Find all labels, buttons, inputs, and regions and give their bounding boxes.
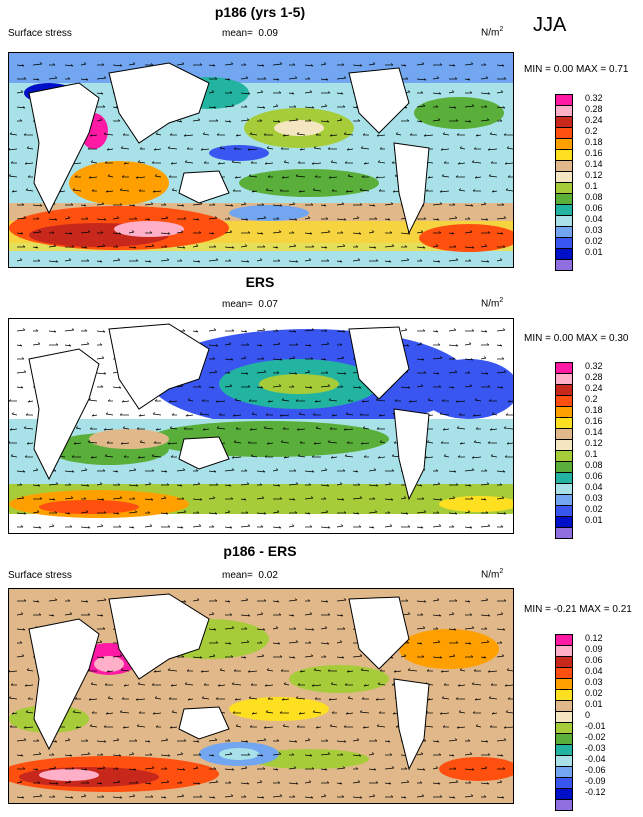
- panel-2-mean: mean= 0.07: [222, 299, 278, 310]
- legend-1-label-8: 0.1: [585, 181, 598, 191]
- legend-2-label-7: 0.12: [585, 438, 603, 448]
- legend-1-label-14: 0.01: [585, 247, 603, 257]
- legend-3-label-0: 0.12: [585, 633, 603, 643]
- legend-1-label-1: 0.28: [585, 104, 603, 114]
- legend-2-label-14: 0.01: [585, 515, 603, 525]
- legend-2-label-9: 0.08: [585, 460, 603, 470]
- legend-1-label-7: 0.12: [585, 170, 603, 180]
- panel-2-map: [8, 318, 514, 534]
- legend-3-label-14: -0.12: [585, 787, 606, 797]
- panel-3-units: N/m2: [481, 568, 504, 581]
- legend-2-label-11: 0.04: [585, 482, 603, 492]
- vector-arrows: [9, 598, 513, 799]
- legend-1-label-10: 0.06: [585, 203, 603, 213]
- legend-1-swatch-15: [555, 259, 573, 271]
- panel-2-title: ERS: [245, 274, 275, 290]
- legend-3-label-7: 0: [585, 710, 591, 720]
- legend-2-label-13: 0.02: [585, 504, 603, 514]
- legend-1-label-3: 0.2: [585, 126, 598, 136]
- panel-1-map-svg: [9, 53, 513, 267]
- legend-3-swatch-15: [555, 799, 573, 811]
- legend-2-label-8: 0.1: [585, 449, 598, 459]
- legend-3-label-11: -0.04: [585, 754, 606, 764]
- legend-2-label-3: 0.2: [585, 394, 598, 404]
- panel-3-map: [8, 588, 514, 804]
- legend-1-label-11: 0.04: [585, 214, 603, 224]
- panel-2-minmax: MIN = 0.00 MAX = 0.30: [524, 333, 629, 344]
- legend-1-label-2: 0.24: [585, 115, 603, 125]
- panel-1-units: N/m2: [481, 26, 504, 39]
- legend-2-swatch-15: [555, 527, 573, 539]
- legend-1-label-6: 0.14: [585, 159, 603, 169]
- panel-3-field-label: Surface stress: [8, 570, 72, 581]
- panel-3-title: p186 - ERS: [223, 543, 297, 559]
- panel-1-minmax: MIN = 0.00 MAX = 0.71: [524, 64, 629, 75]
- legend-2-label-10: 0.06: [585, 471, 603, 481]
- legend-3-label-2: 0.06: [585, 655, 603, 665]
- legend-3-label-5: 0.02: [585, 688, 603, 698]
- legend-1-label-12: 0.03: [585, 225, 603, 235]
- legend-2-label-6: 0.14: [585, 427, 603, 437]
- legend-2-label-2: 0.24: [585, 383, 603, 393]
- legend-1-label-13: 0.02: [585, 236, 603, 246]
- panel-3-mean: mean= 0.02: [222, 570, 278, 581]
- legend-1-label-4: 0.18: [585, 137, 603, 147]
- legend-2-label-0: 0.32: [585, 361, 603, 371]
- legend-2-label-4: 0.18: [585, 405, 603, 415]
- legend-3-label-9: -0.02: [585, 732, 606, 742]
- legend-1-label-5: 0.16: [585, 148, 603, 158]
- legend-3-label-13: -0.09: [585, 776, 606, 786]
- panel-1-field-label: Surface stress: [8, 28, 72, 39]
- legend-3-label-8: -0.01: [585, 721, 606, 731]
- legend-3-label-12: -0.06: [585, 765, 606, 775]
- legend-1-label-9: 0.08: [585, 192, 603, 202]
- panel-3-map-svg: [9, 589, 513, 803]
- legend-3-label-10: -0.03: [585, 743, 606, 753]
- legend-3-label-1: 0.09: [585, 644, 603, 654]
- legend-2-label-12: 0.03: [585, 493, 603, 503]
- panel-3-minmax: MIN = -0.21 MAX = 0.21: [524, 604, 632, 615]
- legend-2-label-5: 0.16: [585, 416, 603, 426]
- season-label: JJA: [533, 14, 567, 36]
- legend-1-label-0: 0.32: [585, 93, 603, 103]
- panel-2-units: N/m2: [481, 297, 504, 310]
- panel-1-map: [8, 52, 514, 268]
- legend-2-label-1: 0.28: [585, 372, 603, 382]
- panel-2-map-svg: [9, 319, 513, 533]
- panel-1-mean: mean= 0.09: [222, 28, 278, 39]
- legend-3-label-4: 0.03: [585, 677, 603, 687]
- legend-3-label-3: 0.04: [585, 666, 603, 676]
- panel-1-title: p186 (yrs 1-5): [214, 4, 306, 20]
- legend-3-label-6: 0.01: [585, 699, 603, 709]
